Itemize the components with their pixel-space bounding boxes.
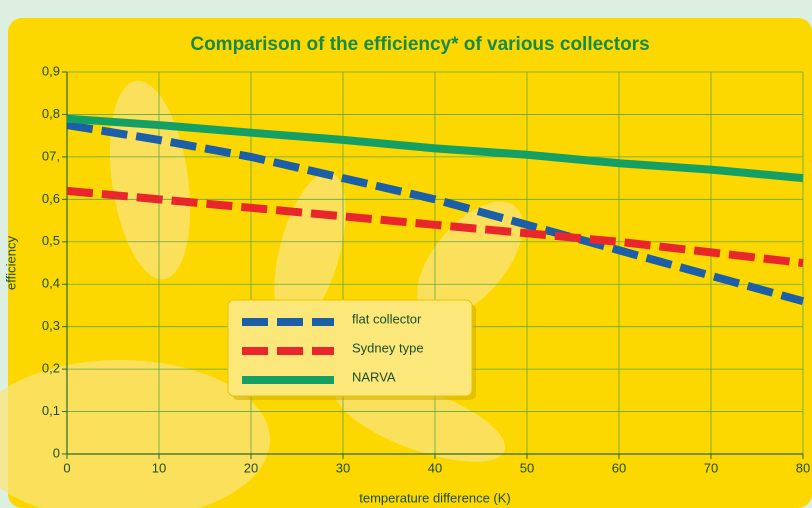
x-axis-label: temperature difference (K) [359,490,511,505]
legend-label: NARVA [352,369,396,384]
y-tick-label: 0,2 [42,361,60,376]
x-tick-label: 30 [336,460,350,475]
y-axis-label: efficiency [3,236,18,290]
x-tick-label: 80 [796,460,810,475]
x-tick-label: 70 [704,460,718,475]
y-tick-label: 0,5 [42,233,60,248]
y-tick-label: 07, [42,148,60,163]
y-tick-label: 0,9 [42,63,60,78]
y-tick-label: 0,1 [42,403,60,418]
x-tick-label: 50 [520,460,534,475]
y-tick-label: 0,6 [42,191,60,206]
y-tick-label: 0,4 [42,276,60,291]
page: Comparison of the efficiency* of various… [0,0,812,508]
x-tick-label: 40 [428,460,442,475]
y-tick-label: 0,8 [42,106,60,121]
y-tick-label: 0 [53,445,60,460]
x-tick-label: 20 [244,460,258,475]
legend-label: flat collector [352,311,422,326]
y-tick-label: 0,3 [42,318,60,333]
legend-label: Sydney type [352,340,424,355]
x-tick-label: 60 [612,460,626,475]
chart-title: Comparison of the efficiency* of various… [190,34,649,55]
chart: Comparison of the efficiency* of various… [0,0,812,508]
x-tick-label: 0 [63,460,70,475]
x-tick-label: 10 [152,460,166,475]
